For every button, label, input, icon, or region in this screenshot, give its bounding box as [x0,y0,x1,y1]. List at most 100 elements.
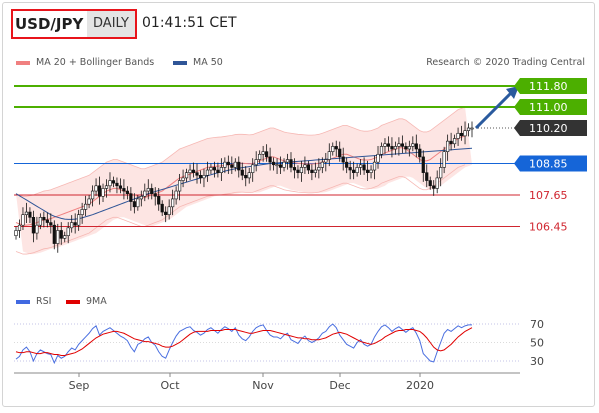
rsi-tick-30: 30 [530,355,544,368]
candle-body [66,227,70,236]
candle-body [282,161,286,168]
level-label-106.45: 106.45 [529,221,568,234]
candle-body [198,174,203,179]
candle-body [258,153,262,160]
candle-body [442,151,446,168]
candle-body [111,180,116,184]
candle-body [310,169,314,173]
candle-body [160,203,164,213]
level-label-107.65: 107.65 [529,189,568,202]
candle-body [94,185,98,192]
candle-body [73,222,77,226]
candle-body [303,164,307,168]
candles-group [14,121,474,253]
ma50-legend-label: MA 50 [193,57,223,68]
level-tag-108.85 [514,155,587,172]
candle-body [84,203,88,210]
candle-body [70,222,74,229]
ma20-swatch [16,60,30,65]
candle-body [414,143,418,150]
candle-body [341,156,345,163]
candle-body [31,217,36,234]
candle-body [418,148,422,158]
candle-body [125,190,129,194]
candle-body [352,169,356,173]
candle-body [77,214,81,226]
x-label-Nov: Nov [252,379,274,392]
candle-body [184,172,189,179]
candle-body [372,161,377,171]
candle-body [362,164,366,171]
candle-body [348,167,352,171]
candle-body [188,169,192,173]
rsi-series-9ma [15,327,473,356]
candle-body [425,172,429,181]
candle-body [390,146,394,150]
candle-body [42,217,46,221]
level-label-111.00: 111.00 [529,101,568,114]
candle-body [435,177,439,189]
candle-body [122,188,126,192]
candle-body [115,182,119,187]
candle-body [28,211,32,218]
candle-body [212,167,217,171]
candle-body [247,172,251,179]
candle-body [407,146,411,150]
bollinger-lower-line [15,164,466,255]
candle-body [411,143,415,147]
candle-body [432,185,436,189]
candle-body [254,159,258,166]
candle-body [379,146,384,155]
candle-body [87,198,91,205]
time-label: 01:41:51 CET [142,15,237,31]
candle-body [365,169,370,173]
level-tag-111.00 [514,99,587,116]
ma9-swatch [66,299,80,304]
candle-body [118,185,123,189]
candle-body [104,185,109,189]
rsi-tick-70: 70 [530,318,544,331]
candle-body [261,151,265,155]
candle-body [376,153,380,163]
candle-body [219,167,223,173]
ma9-legend-label: 9MA [86,296,107,307]
candle-body [132,201,136,208]
candle-body [456,132,460,139]
candle-body [129,193,133,202]
candle-body [202,174,206,179]
candle-body [299,167,304,173]
projection-arrow-head [506,86,519,99]
period-button[interactable]: DAILY [87,11,135,37]
legend-rsi: RSI [16,296,51,307]
candle-body [90,190,95,200]
candle-body [251,164,255,173]
candle-body [265,151,269,158]
level-tag-110.20 [514,120,587,137]
candle-body [439,167,443,179]
credit-label: Research © 2020 Trading Central [426,57,585,68]
candle-body [244,174,248,179]
candle-body [397,143,401,147]
candle-body [63,235,67,239]
candle-body [470,127,474,130]
candle-body [334,146,338,150]
bollinger-upper-line [15,106,466,197]
candle-body [306,164,310,171]
candle-body [324,159,328,163]
level-label-110.20: 110.20 [529,122,568,135]
candle-body [223,161,227,168]
candle-body [167,206,171,215]
candle-body [452,138,457,145]
candle-body [14,230,18,236]
candle-body [205,169,210,176]
candle-body [331,146,335,152]
candle-body [404,146,408,150]
candle-body [108,180,112,187]
chart-frame [2,2,595,407]
candle-body [24,211,29,215]
candle-body [240,169,244,176]
candle-body [150,188,154,194]
candle-body [355,167,359,173]
candle-body [268,156,272,163]
candle-body [313,169,317,173]
